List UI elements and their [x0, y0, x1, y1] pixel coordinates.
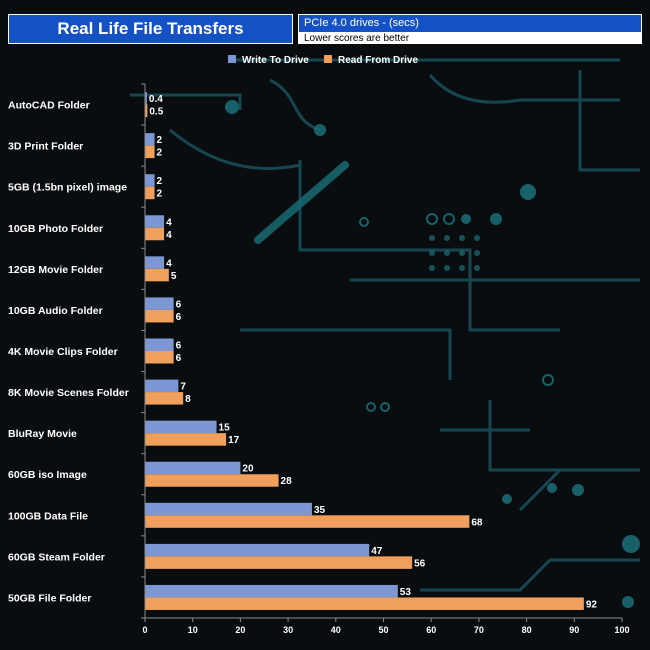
category-label: AutoCAD Folder — [8, 100, 90, 112]
value-label-read: 56 — [414, 558, 426, 569]
bar-read — [145, 392, 184, 405]
value-label-write: 4 — [166, 258, 172, 269]
bar-read — [145, 309, 174, 323]
x-tick-label: 80 — [522, 625, 532, 635]
category-label: 4K Movie Clips Folder — [8, 346, 118, 358]
x-tick-label: 70 — [474, 625, 484, 635]
category-label: 5GB (1.5bn pixel) image — [8, 182, 127, 194]
category-label: 10GB Photo Folder — [8, 223, 103, 235]
bar-write — [145, 379, 179, 393]
value-label-read: 2 — [157, 189, 163, 200]
chart-title: Real Life File Transfers — [8, 14, 293, 44]
category-label: 100GB Data File — [8, 510, 88, 522]
value-label-write: 35 — [314, 505, 326, 516]
legend-swatch-1 — [324, 55, 332, 63]
value-label-read: 68 — [471, 517, 483, 528]
x-tick-label: 0 — [142, 625, 147, 635]
value-label-write: 47 — [371, 546, 383, 557]
value-label-read: 28 — [281, 476, 293, 487]
category-label: 60GB iso Image — [8, 469, 87, 481]
category-label: 60GB Steam Folder — [8, 551, 105, 563]
value-label-read: 6 — [176, 353, 182, 364]
x-tick-label: 100 — [614, 625, 629, 635]
bar-read — [145, 227, 165, 241]
value-label-write: 6 — [176, 299, 182, 310]
value-label-read: 8 — [185, 394, 191, 405]
value-label-write: 4 — [166, 217, 172, 228]
bar-write — [145, 133, 155, 146]
value-label-read: 5 — [171, 271, 177, 282]
bar-write — [145, 338, 174, 351]
bar-write — [145, 461, 241, 475]
value-label-write: 15 — [219, 423, 231, 434]
x-tick-label: 20 — [235, 625, 245, 635]
value-label-read: 92 — [586, 599, 598, 610]
value-label-write: 2 — [157, 176, 163, 187]
category-label: 8K Movie Scenes Folder — [8, 387, 129, 399]
value-label-write: 2 — [157, 135, 163, 146]
bar-write — [145, 297, 174, 310]
chart-subtitle-box: PCIe 4.0 drives - (secs) Lower scores ar… — [298, 14, 642, 44]
category-label: 50GB File Folder — [8, 592, 91, 604]
category-label: BluRay Movie — [8, 428, 77, 440]
bar-read — [145, 433, 227, 446]
bar-read — [145, 474, 279, 487]
value-label-read: 0.5 — [149, 107, 163, 118]
x-tick-label: 60 — [426, 625, 436, 635]
x-tick-label: 40 — [331, 625, 341, 635]
value-label-write: 7 — [180, 382, 186, 393]
legend-swatch-0 — [228, 55, 236, 63]
x-tick-label: 90 — [569, 625, 579, 635]
bar-write — [145, 215, 165, 228]
bar-write — [145, 174, 155, 187]
value-label-read: 2 — [157, 148, 163, 159]
bar-write — [145, 256, 165, 269]
bar-read — [145, 268, 169, 282]
value-label-read: 17 — [228, 435, 240, 446]
bar-write — [145, 584, 398, 598]
category-label: 10GB Audio Folder — [8, 305, 103, 317]
category-label: 3D Print Folder — [8, 141, 83, 153]
value-label-write: 0.4 — [149, 94, 163, 105]
legend-label-1: Read From Drive — [338, 55, 418, 66]
bar-write — [145, 92, 147, 105]
value-label-read: 4 — [166, 230, 172, 241]
bar-read — [145, 104, 148, 118]
category-label: 12GB Movie Folder — [8, 264, 103, 276]
bar-read — [145, 351, 174, 364]
x-tick-label: 50 — [378, 625, 388, 635]
value-label-write: 53 — [400, 587, 412, 598]
chart-note: Lower scores are better — [299, 33, 641, 44]
value-label-write: 20 — [242, 464, 254, 475]
x-tick-label: 30 — [283, 625, 293, 635]
bar-read — [145, 186, 155, 200]
bar-read — [145, 515, 470, 528]
bar-read — [145, 597, 584, 610]
legend-label-0: Write To Drive — [242, 55, 309, 66]
bar-read — [145, 556, 413, 569]
bar-write — [145, 543, 370, 557]
chart-subtitle: PCIe 4.0 drives - (secs) — [299, 15, 641, 33]
bar-read — [145, 145, 155, 159]
bar-write — [145, 420, 217, 434]
bar-write — [145, 502, 312, 516]
value-label-read: 6 — [176, 312, 182, 323]
value-label-write: 6 — [176, 341, 182, 352]
x-tick-label: 10 — [188, 625, 198, 635]
